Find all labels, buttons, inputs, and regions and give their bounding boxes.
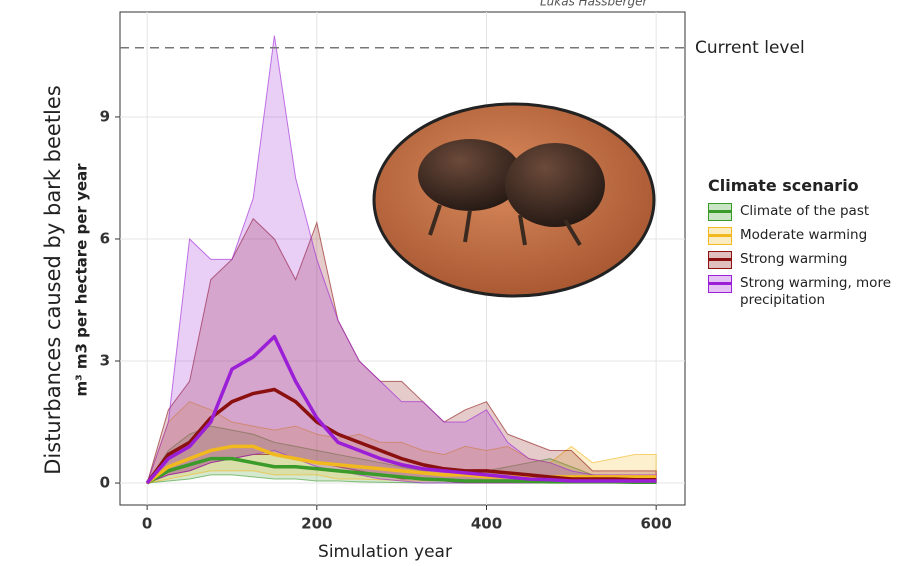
mean-line — [145, 387, 657, 485]
x-tick-label: 400 — [471, 515, 502, 533]
legend-title: Climate scenario — [708, 176, 859, 195]
beetle-photo — [372, 102, 656, 298]
legend-key — [708, 203, 732, 221]
y-axis-sublabel: m³ m3 per hectare per year — [73, 163, 91, 397]
legend-entry: Climate of the past — [708, 203, 920, 221]
x-tick-label: 0 — [142, 515, 152, 533]
legend: Climate scenario Climate of the past Mode… — [708, 176, 920, 315]
legend-label: Strong warming, more precipitation — [740, 275, 891, 308]
credit: Lukas Hassberger — [540, 0, 648, 9]
y-tick-label: 0 — [100, 474, 110, 492]
band — [146, 401, 657, 484]
x-tick-label: 600 — [640, 515, 671, 533]
x-tick-label: 200 — [301, 515, 332, 533]
legend-key — [708, 227, 732, 245]
reference-label: Current level — [695, 38, 805, 58]
legend-entry: Strong warming — [708, 251, 920, 269]
legend-key — [708, 275, 732, 293]
y-tick-label: 6 — [100, 229, 110, 247]
x-axis-label: Simulation year — [318, 542, 452, 562]
legend-label: Climate of the past — [740, 203, 870, 219]
y-axis-label: Disturbances caused by bark beetles — [41, 85, 65, 475]
mean-line — [146, 444, 657, 485]
mean-line — [145, 334, 657, 485]
y-tick-label: 3 — [100, 352, 110, 370]
legend-entry: Strong warming, more precipitation — [708, 275, 920, 309]
y-tick-label: 9 — [100, 107, 110, 125]
legend-key — [708, 251, 732, 269]
legend-label: Strong warming — [740, 251, 848, 267]
legend-label: Moderate warming — [740, 227, 868, 243]
legend-entry: Moderate warming — [708, 227, 920, 245]
